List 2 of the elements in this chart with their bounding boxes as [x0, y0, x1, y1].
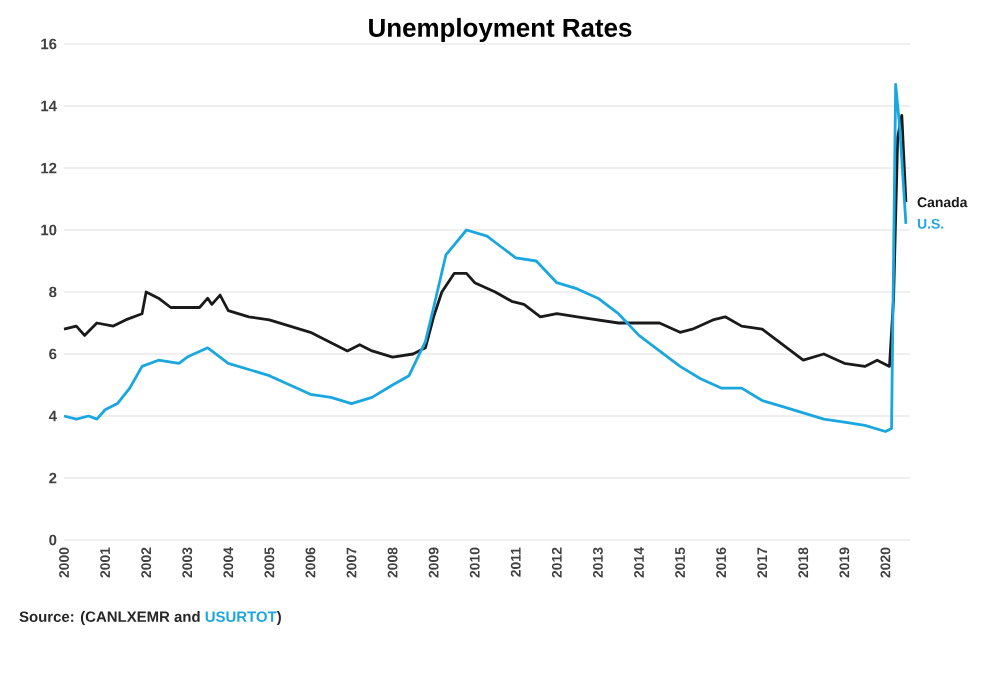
- line-series: [62, 82, 908, 433]
- chart-title: Unemployment Rates: [369, 17, 632, 43]
